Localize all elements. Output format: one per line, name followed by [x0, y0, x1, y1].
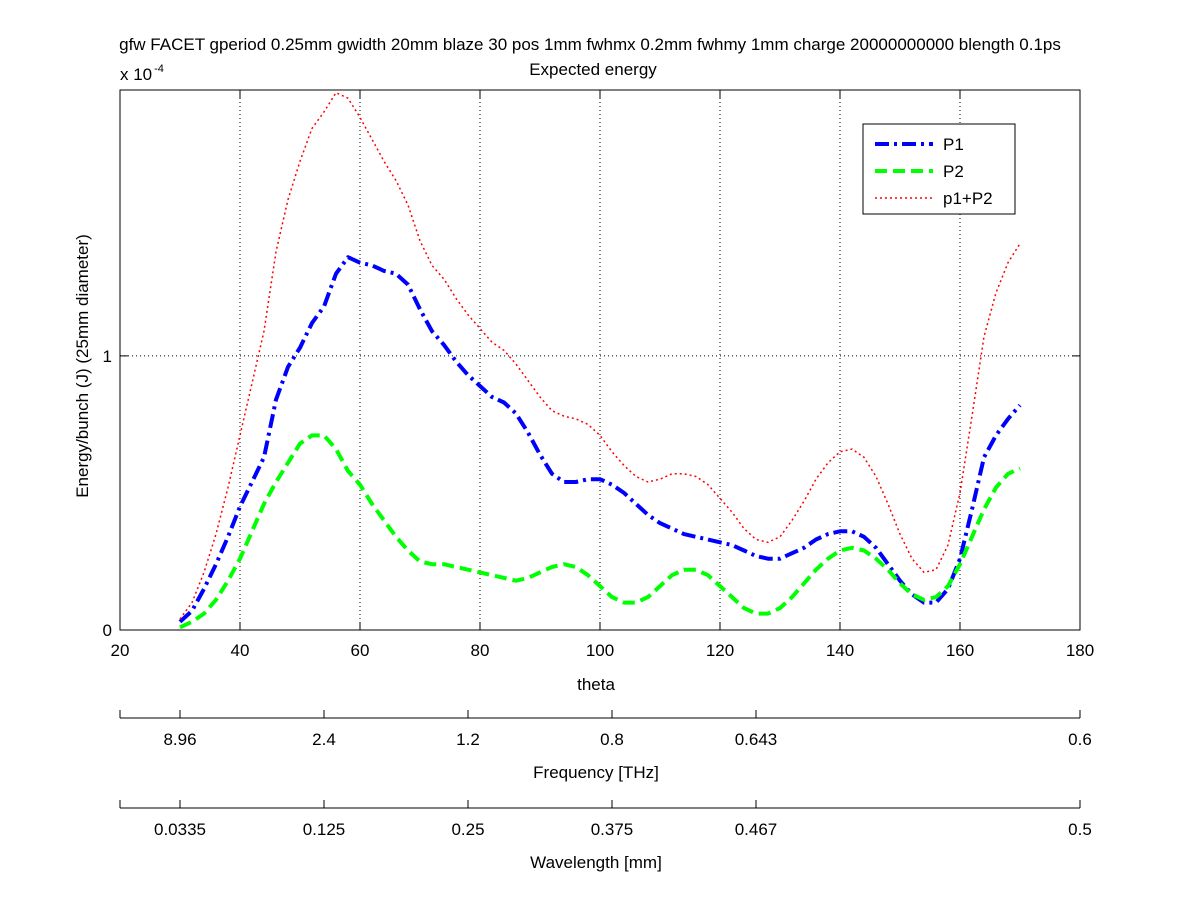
wavelength-tick-label: 0.25: [451, 820, 484, 839]
y-tick-label: 0: [103, 621, 112, 640]
frequency-tick-label: 2.4: [312, 730, 336, 749]
wavelength-tick-label: 0.0335: [154, 820, 206, 839]
legend-label-p1: P1: [943, 135, 964, 154]
y-tick-label: 1: [103, 347, 112, 366]
legend-label-p2: P2: [943, 162, 964, 181]
frequency-axis-label: Frequency [THz]: [533, 763, 659, 782]
legend-label-p1-p2: p1+P2: [943, 189, 993, 208]
y-multiplier-exponent: -4: [154, 63, 164, 75]
frequency-tick-label: 8.96: [163, 730, 196, 749]
x-tick-label: 140: [826, 641, 854, 660]
series-line-p2: [179, 433, 1021, 630]
wavelength-tick-label: 0.467: [735, 820, 778, 839]
frequency-tick-label: 0.6: [1068, 730, 1092, 749]
y-axis-label: Energy/bunch (J) (25mm diameter): [73, 234, 92, 498]
x-tick-label: 120: [706, 641, 734, 660]
x-tick-label: 20: [111, 641, 130, 660]
wavelength-axis-label: Wavelength [mm]: [530, 853, 662, 872]
x-axis-label: theta: [577, 675, 615, 694]
wavelength-axis: 0.0335 0.125 0.25 0.375 0.467 0.5: [119, 800, 1092, 839]
frequency-tick-label: 0.8: [600, 730, 624, 749]
frequency-tick-label: 0.643: [735, 730, 778, 749]
x-tick-label: 40: [231, 641, 250, 660]
axes-group: 20 40 60 80 100 120 140 160 180 0 1: [103, 89, 1094, 660]
series-line-p1: [178, 255, 1022, 624]
legend-box: [862, 123, 1016, 215]
y-multiplier-base: x 10: [120, 65, 152, 84]
series-group: [178, 91, 1022, 630]
x-tick-label: 180: [1066, 641, 1094, 660]
grid-lines: [120, 90, 1080, 630]
x-tick-label: 60: [351, 641, 370, 660]
x-tick-label: 80: [471, 641, 490, 660]
frequency-axis: 8.96 2.4 1.2 0.8 0.643 0.6: [119, 710, 1092, 749]
chart-title-line1: gfw FACET gperiod 0.25mm gwidth 20mm bla…: [119, 35, 1061, 54]
x-tick-label: 160: [946, 641, 974, 660]
wavelength-tick-label: 0.375: [591, 820, 634, 839]
wavelength-tick-label: 0.5: [1068, 820, 1092, 839]
y-multiplier: x 10 -4: [120, 63, 164, 84]
chart-title-line2: Expected energy: [529, 60, 657, 79]
frequency-tick-label: 1.2: [456, 730, 480, 749]
legend: P1 P2 p1+P2: [862, 123, 1016, 215]
wavelength-tick-label: 0.125: [303, 820, 346, 839]
x-tick-label: 100: [586, 641, 614, 660]
